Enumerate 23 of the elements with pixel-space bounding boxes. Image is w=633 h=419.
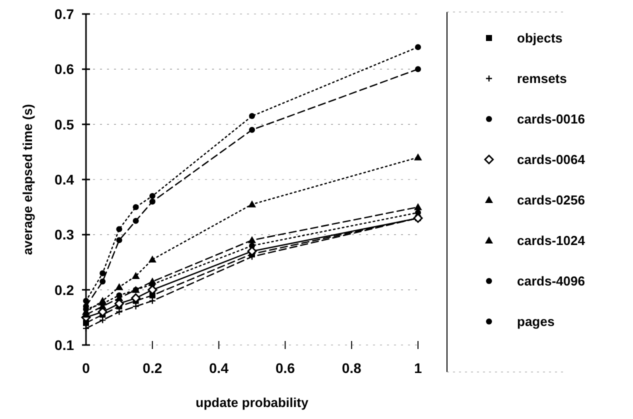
legend-label: cards-0016 — [517, 112, 585, 126]
y-tick-label: 0.6 — [54, 61, 74, 78]
x-tick-label: 1 — [414, 360, 422, 376]
y-tick-label: 0.3 — [54, 226, 74, 243]
legend-label: objects — [517, 30, 563, 46]
y-tick-label: 0.7 — [54, 6, 74, 22]
legend-label: remsets — [517, 71, 567, 86]
y-tick-label: 0.5 — [54, 116, 74, 132]
x-tick-label: 0 — [82, 360, 90, 376]
x-tick-label: 0.2 — [142, 360, 162, 376]
x-axis-title: update probability — [196, 395, 310, 410]
x-tick-label: 0.4 — [209, 360, 229, 376]
y-axis-title: average elapsed time (s) — [20, 104, 35, 256]
x-tick-label: 0.6 — [275, 360, 296, 376]
legend-label: pages — [517, 314, 555, 329]
y-tick-label: 0.2 — [54, 282, 74, 298]
legend-label: cards-4096 — [517, 274, 585, 288]
legend-label: cards-0064 — [517, 152, 586, 167]
y-tick-label: 0.4 — [54, 172, 74, 188]
legend-label: cards-0256 — [517, 192, 585, 208]
legend-label: cards-1024 — [517, 233, 586, 248]
y-tick-label: 0.1 — [54, 337, 74, 353]
x-tick-label: 0.8 — [342, 360, 362, 376]
